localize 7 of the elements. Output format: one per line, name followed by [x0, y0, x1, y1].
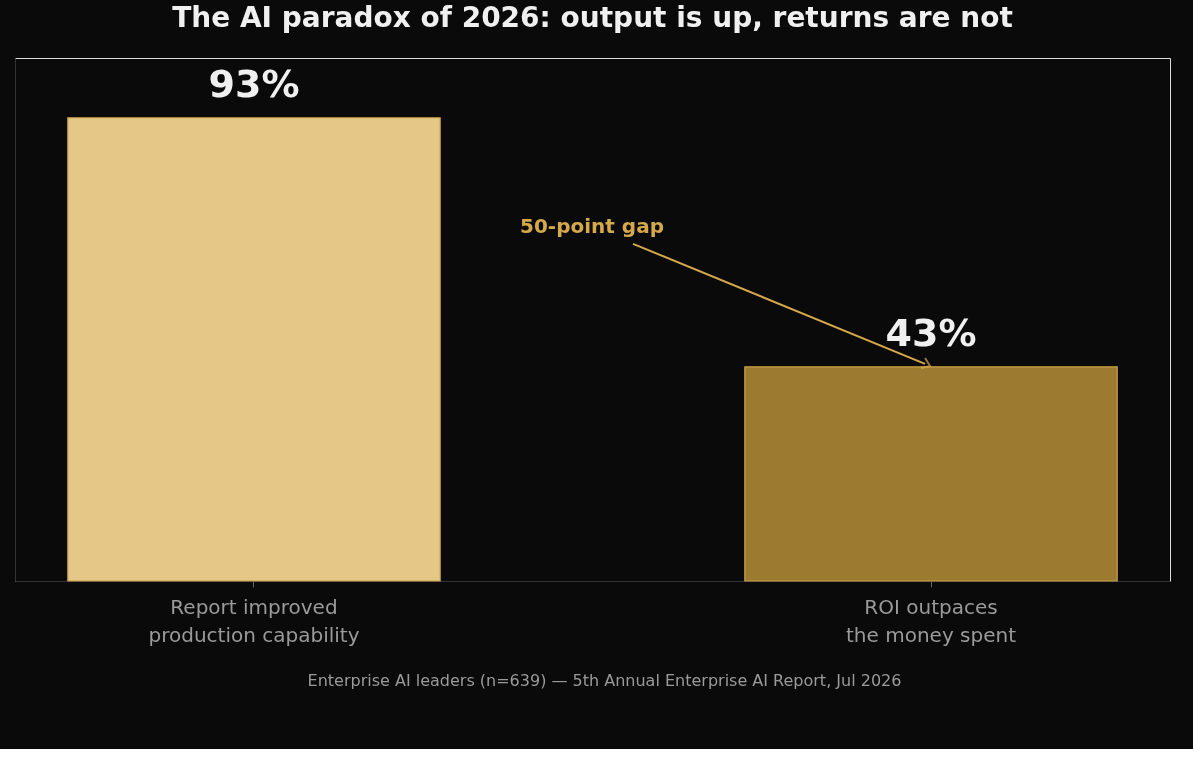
- chart-title: The AI paradox of 2026: output is up, returns are not: [172, 1, 1013, 34]
- annotation: 50-point gap: [520, 213, 664, 238]
- x-tick-label: ROI outpaces the money spent: [846, 594, 1017, 647]
- data-label: 43%: [885, 310, 977, 355]
- data-label: 93%: [208, 61, 300, 106]
- x-tick-label: Report improved production capability: [148, 594, 360, 647]
- text: Enterprise AI leaders (n=639) — 5th Annual Enterprise AI Report, Jul 2026: [307, 671, 902, 690]
